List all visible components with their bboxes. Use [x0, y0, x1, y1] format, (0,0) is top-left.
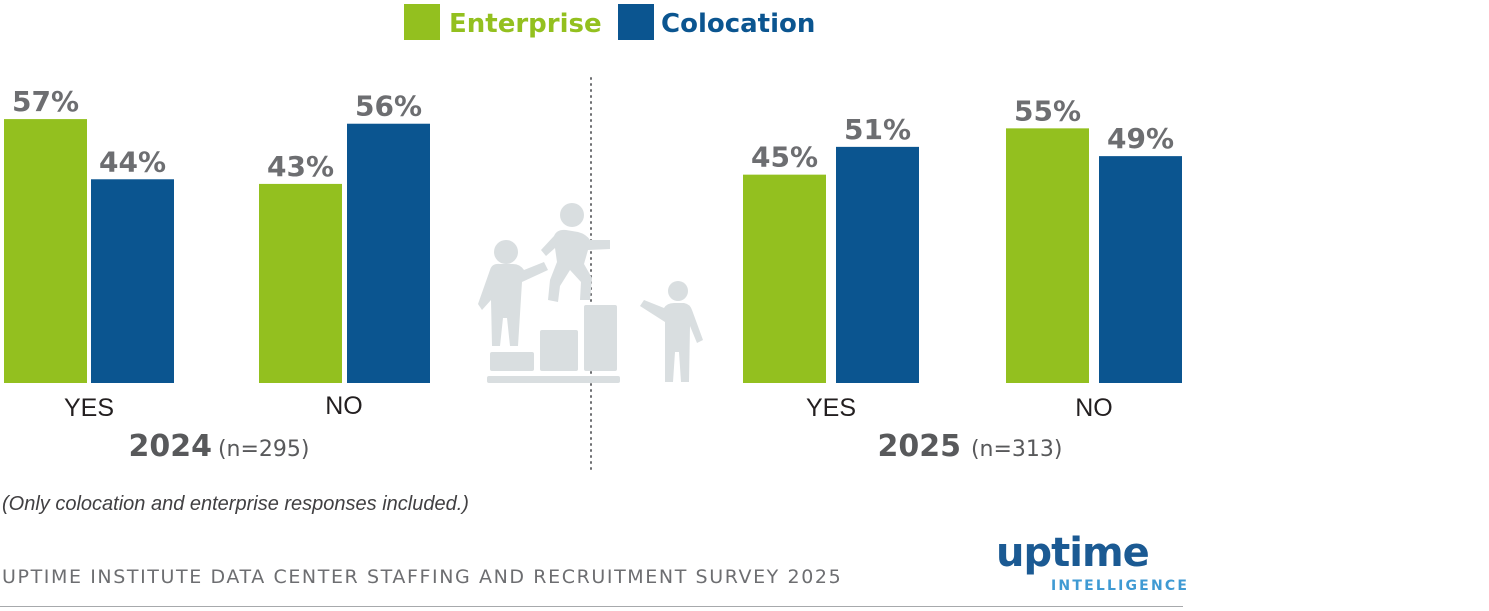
value-label-2024-no-enterprise: 43%: [267, 150, 334, 183]
category-label-2025-no: NO: [1075, 394, 1113, 422]
legend-swatch-enterprise: [404, 4, 440, 40]
legend-label-enterprise: Enterprise: [449, 9, 602, 39]
bar-2024-no-colocation: [347, 123, 430, 383]
legend-label-colocation: Colocation: [661, 9, 815, 39]
footnote: (Only colocation and enterprise response…: [2, 493, 469, 515]
year-2024: 2024: [128, 429, 212, 464]
year-label-2024: 2024 (n=295): [128, 429, 309, 464]
bar-2025-yes-colocation: [836, 146, 919, 383]
year-label-2025: 2025 (n=313): [877, 429, 1062, 464]
bar-2025-no-enterprise: [1006, 128, 1089, 383]
people-climbing-steps-icon: [478, 203, 703, 383]
category-label-2024-yes: YES: [64, 394, 114, 422]
legend-swatch-colocation: [618, 4, 654, 40]
value-label-2025-yes-enterprise: 45%: [751, 141, 818, 174]
bars: 57% 44% 43% 56% 45% 51% 55% 49%: [4, 85, 1182, 383]
legend: Enterprise Colocation: [404, 4, 815, 40]
category-label-2025-yes: YES: [806, 394, 856, 422]
footer-divider: [0, 606, 1183, 607]
uptime-logo: uptime INTELLIGENCE: [996, 530, 1190, 600]
category-label-2024-no: NO: [325, 392, 363, 420]
value-label-2024-yes-colocation: 44%: [99, 145, 166, 178]
bar-2024-no-enterprise: [259, 183, 342, 383]
bar-2025-no-colocation: [1099, 156, 1182, 383]
value-label-2025-no-enterprise: 55%: [1014, 94, 1081, 127]
n-count-2025: (n=313): [971, 437, 1063, 462]
logo-wordmark: uptime: [996, 530, 1150, 576]
logo-subtitle: INTELLIGENCE: [1051, 578, 1190, 594]
n-count-2024: (n=295): [218, 437, 310, 462]
value-label-2024-no-colocation: 56%: [355, 90, 422, 123]
year-2025: 2025: [877, 429, 961, 464]
value-label-2025-yes-colocation: 51%: [844, 113, 911, 146]
bar-2025-yes-enterprise: [743, 174, 826, 383]
bar-2024-yes-enterprise: [4, 119, 87, 383]
bar-2024-yes-colocation: [91, 179, 174, 383]
value-label-2024-yes-enterprise: 57%: [12, 85, 79, 118]
source-caption: UPTIME INSTITUTE DATA CENTER STAFFING AN…: [2, 566, 843, 588]
value-label-2025-no-colocation: 49%: [1107, 122, 1174, 155]
